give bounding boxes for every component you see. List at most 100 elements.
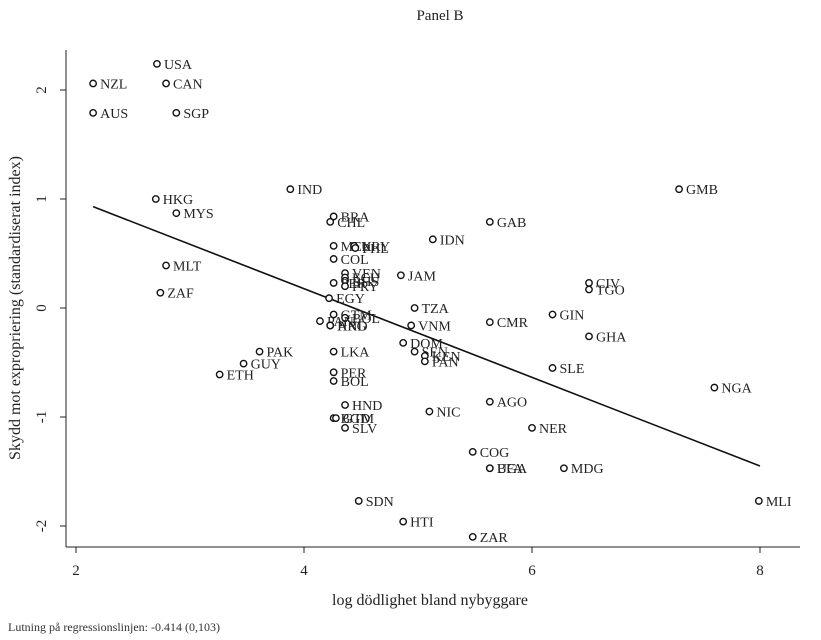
data-point-label: AGO [497, 396, 527, 411]
data-point-marker [399, 338, 408, 347]
data-point-marker [329, 347, 338, 356]
data-point-label: MLI [766, 495, 792, 510]
data-point-marker [396, 271, 405, 280]
data-point-label: ETH [227, 368, 254, 383]
data-point-label: PER [341, 366, 367, 381]
data-point-label: UGA [497, 462, 528, 477]
data-point-marker [329, 241, 338, 250]
data-point-label: NIC [436, 406, 460, 421]
data-point-marker [675, 185, 683, 194]
data-point-label: TZA [422, 302, 450, 317]
data-point-label: BRA [341, 210, 371, 225]
scatter-chart: Panel B 2 4 6 8 -2 -1 0 1 2 USA NZL CAN AUS SGP HKGMY… [7, 8, 800, 609]
data-point-marker [89, 108, 98, 117]
data-point-marker [754, 497, 763, 505]
data-point-marker [585, 285, 593, 294]
data-point-marker [399, 517, 408, 526]
data-point-label: PHL [362, 242, 388, 257]
x-tick-label: 2 [72, 563, 80, 579]
data-point-label: PRY [352, 280, 378, 295]
regression-note: Lutning på regressionslinjen: -0.414 (0,… [8, 620, 220, 634]
data-point-marker [341, 401, 349, 409]
data-point-label: TGO [596, 283, 625, 298]
x-tick-label: 8 [756, 563, 764, 579]
data-point-label: PAN [432, 355, 459, 370]
data-point-label: HTI [410, 516, 434, 531]
data-point-label: CMR [497, 316, 529, 331]
data-point-label: ARG [337, 319, 367, 334]
data-point-label: LKA [341, 346, 371, 361]
data-point-label: CAN [173, 77, 203, 92]
data-point-marker [351, 244, 360, 252]
data-point-label: SDN [366, 495, 394, 510]
data-point-label: ZAF [167, 287, 194, 302]
data-point-marker [585, 332, 593, 341]
data-point-label: GTM [343, 412, 375, 427]
data-point-marker [89, 79, 98, 88]
data-point-marker [215, 370, 224, 379]
data-point-marker [326, 321, 335, 330]
data-point-marker [468, 447, 477, 456]
data-point-marker [485, 318, 494, 327]
data-point-marker [354, 497, 363, 505]
data-point-label: HND [337, 319, 367, 334]
data-point-label: ECU [352, 271, 380, 286]
data-point-label: NGA [721, 382, 752, 397]
data-point-label: GHA [596, 330, 627, 345]
data-point-marker [485, 464, 494, 473]
data-point-marker [420, 357, 429, 366]
data-point-label: MYS [183, 207, 213, 222]
y-axis-label: Skydd mot expropriering (standardiserat … [7, 156, 24, 460]
data-point-marker [162, 261, 170, 270]
data-point-marker [151, 195, 160, 203]
data-point-label: EGY [336, 292, 365, 307]
data-point-label: COL [341, 253, 369, 268]
y-tick-label: 1 [34, 195, 50, 203]
x-tick-label: 6 [528, 563, 536, 579]
data-point-label: BGD [341, 412, 371, 427]
data-point-marker [528, 423, 536, 432]
data-point-label: HND [352, 399, 382, 414]
data-point-marker [410, 304, 419, 312]
data-point-label: BHS [352, 275, 379, 290]
data-point-label: SLV [352, 422, 377, 437]
data-point-label: IND [297, 183, 322, 198]
data-point-label: URY [361, 240, 390, 255]
data-point-marker [548, 310, 557, 319]
data-point-label: JAM [408, 269, 437, 284]
data-point-marker [329, 310, 338, 319]
data-point-marker [485, 217, 494, 226]
data-point-marker [255, 347, 264, 356]
data-point-label: VNM [418, 319, 451, 334]
data-point-label: ZAR [480, 531, 509, 546]
x-tick-label: 4 [300, 563, 308, 579]
data-point-marker [710, 383, 719, 392]
data-point-label: GTM [341, 309, 373, 324]
data-point-marker [341, 313, 349, 322]
data-point-marker [548, 364, 557, 372]
data-point-label: USA [164, 58, 193, 73]
data-point-marker [239, 359, 248, 368]
data-point-marker [560, 464, 568, 473]
data-point-label: SLE [560, 362, 585, 377]
data-point-marker [316, 317, 324, 325]
data-point-label: IDN [440, 233, 465, 248]
data-point-label: NER [539, 422, 568, 437]
data-point-marker [172, 209, 181, 218]
data-point-marker [326, 217, 335, 226]
data-point-label: SGP [183, 107, 209, 122]
data-point-marker [329, 368, 338, 377]
data-point-marker [407, 321, 416, 330]
y-tick-label: 2 [34, 86, 50, 94]
data-point-label: MDG [571, 462, 604, 477]
data-point-label: AUS [100, 107, 128, 122]
data-point-marker [332, 414, 340, 422]
data-point-label: GIN [560, 309, 585, 324]
data-point-label: NZL [100, 77, 127, 92]
data-point-marker [162, 79, 170, 88]
data-point-label: MLT [173, 259, 202, 274]
data-point-marker [329, 255, 338, 263]
y-tick-label: -1 [34, 411, 50, 424]
data-point-marker [156, 288, 165, 297]
